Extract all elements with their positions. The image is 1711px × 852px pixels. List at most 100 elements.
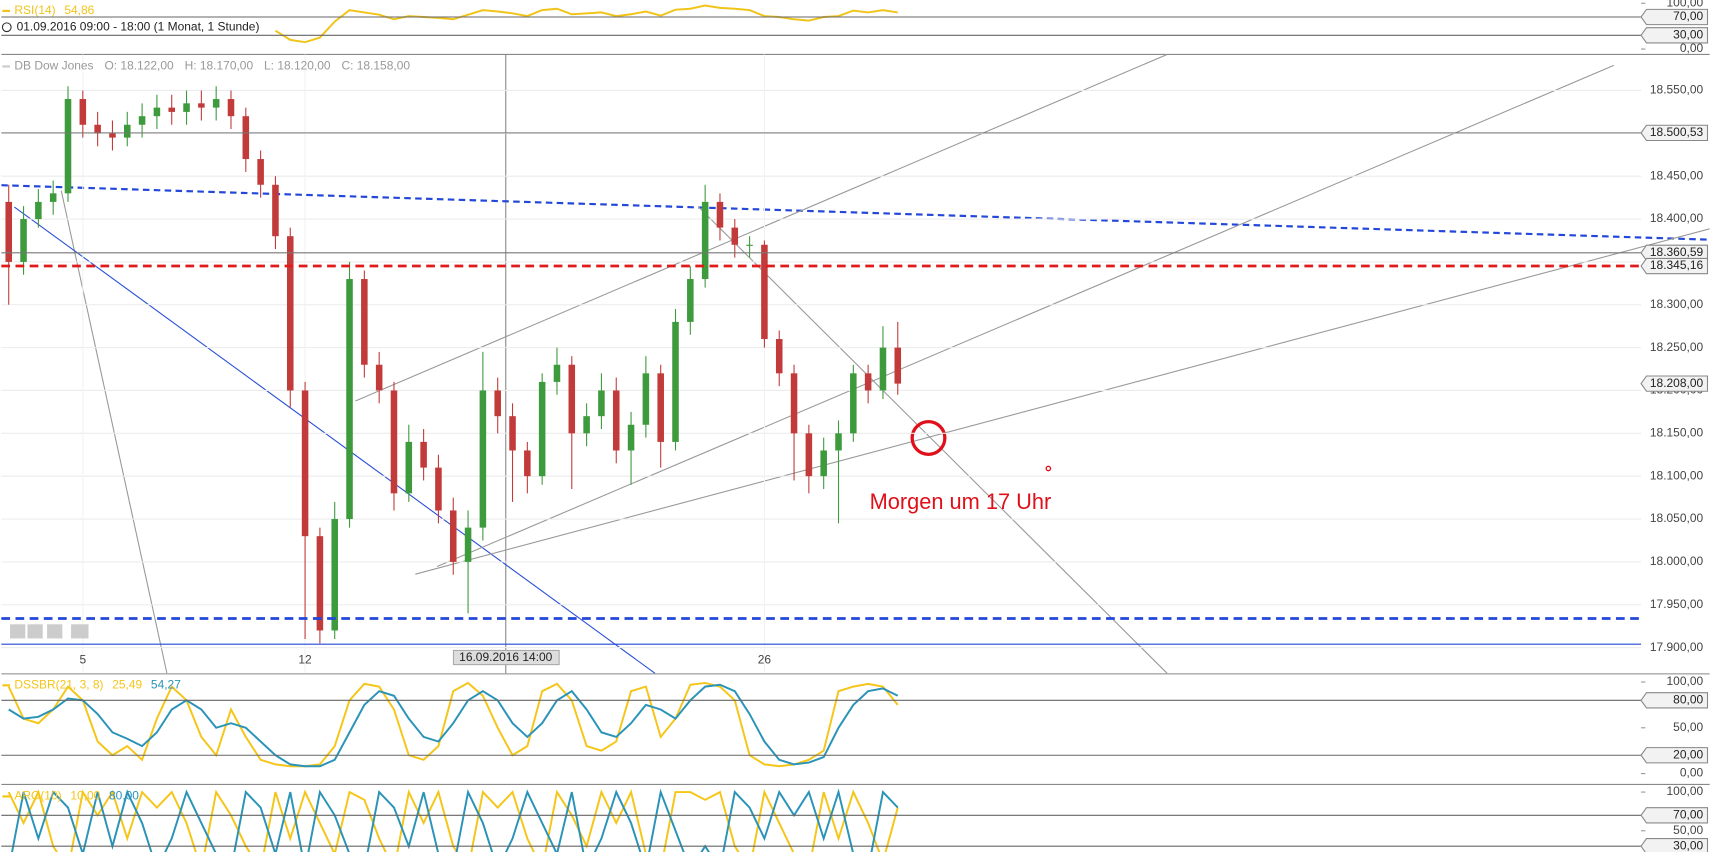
- y-tick-label: 18.100,00: [1650, 468, 1704, 482]
- candle-body: [731, 227, 739, 245]
- candle-body: [479, 390, 487, 528]
- marker-dot: [1045, 465, 1052, 472]
- candle-body: [583, 416, 590, 434]
- candle-body: [198, 103, 205, 108]
- price-box-label: 18.345,16: [1650, 258, 1704, 272]
- price-box: [1640, 257, 1709, 275]
- price-box-label: 70,00: [1673, 9, 1703, 23]
- candle-body: [864, 373, 872, 391]
- price-box: [1640, 692, 1709, 709]
- button[interactable]: [27, 624, 43, 639]
- trend-line: [60, 190, 168, 674]
- legend-ohlc: L: 18.120,00: [264, 59, 331, 73]
- candle-body: [242, 116, 250, 160]
- y-tick-label: 18.050,00: [1650, 511, 1704, 525]
- candle-body: [687, 279, 694, 322]
- y-tick-label: 100,00: [1667, 784, 1704, 798]
- candle-body: [109, 133, 116, 138]
- button[interactable]: [71, 624, 89, 639]
- price-box-label: 18.360,59: [1650, 245, 1704, 259]
- candle-body: [286, 236, 294, 391]
- trend-line: [1, 184, 1710, 241]
- clock-icon: [1, 22, 12, 33]
- y-tick-label: 18.150,00: [1650, 425, 1704, 439]
- candle-body: [420, 441, 427, 468]
- candle-body: [464, 527, 472, 562]
- y-tick-label: 0,00: [1680, 41, 1704, 55]
- candle-body: [405, 441, 413, 494]
- x-tick-label: 12: [298, 652, 312, 666]
- candle-body: [35, 201, 42, 220]
- candle-body: [227, 99, 235, 117]
- candle-body: [331, 519, 338, 631]
- toolbar: [10, 624, 89, 639]
- price-box-label: 30,00: [1673, 838, 1703, 852]
- y-tick-label: 18.550,00: [1650, 83, 1704, 97]
- legend: ARO(10) 10,00 80,00: [14, 789, 139, 803]
- panel: 100,00 0,00 70,00 30,00 RSI(14) 54,86: [1, 0, 1709, 55]
- price-box: [1640, 8, 1709, 26]
- price-box: [1640, 124, 1709, 142]
- y-tick-label: 50,00: [1673, 823, 1703, 837]
- highlight-circle: [910, 420, 947, 456]
- candle-body: [746, 244, 753, 246]
- candle-body: [94, 124, 101, 134]
- y-tick-label: 0,00: [1680, 766, 1704, 780]
- legend-value: 80,00: [109, 789, 139, 803]
- candle-body: [449, 510, 457, 562]
- candle-body: [361, 279, 368, 365]
- candle-body: [805, 433, 813, 477]
- candle-body: [257, 159, 264, 185]
- legend-ohlc: H: 18.170,00: [185, 59, 254, 73]
- date-range: 01.09.2016 09:00 - 18:00 (1 Monat, 1 Stu…: [17, 19, 260, 33]
- y-tick-label: 18.400,00: [1650, 211, 1704, 225]
- candle-body: [375, 364, 383, 391]
- y-tick-label: 18.450,00: [1650, 168, 1704, 182]
- legend: DB Dow Jones O: 18.122,00 H: 18.170,00 L: 1…: [14, 59, 410, 73]
- plot-area: [274, 4, 898, 44]
- candle-body: [494, 390, 501, 417]
- y-tick-label: 50,00: [1673, 720, 1703, 734]
- button[interactable]: [47, 624, 63, 639]
- y-tick-label: 100,00: [1667, 0, 1704, 9]
- panel: 17.900,00 17.950,00 18.000,00 18.050,00 18.1…: [1, 54, 1709, 674]
- legend: RSI(14) 54,86: [14, 3, 94, 17]
- candle-body: [509, 416, 516, 451]
- legend-title: DB Dow Jones: [14, 59, 93, 73]
- candle-body: [49, 193, 57, 202]
- candle-body: [212, 99, 220, 108]
- candle-body: [390, 390, 398, 494]
- legend-title: RSI(14): [14, 3, 55, 17]
- candle-body: [316, 536, 324, 631]
- candle-body: [538, 381, 546, 477]
- candle-body: [835, 433, 842, 451]
- price-box: [1640, 747, 1709, 764]
- plot-area: [1, 54, 1642, 674]
- price-box-label: 20,00: [1673, 747, 1703, 761]
- y-tick-label: 18.000,00: [1650, 554, 1704, 568]
- legend: DSSBR(21, 3, 8) 25,49 54,27: [14, 677, 181, 691]
- legend-title: DSSBR(21, 3, 8): [14, 677, 103, 691]
- trend-line: [355, 54, 1168, 402]
- candle-body: [672, 321, 679, 442]
- crosshair-box: [452, 649, 560, 666]
- price-box: [1640, 807, 1709, 824]
- annotation: Morgen um 17 Uhr: [870, 489, 1052, 514]
- trend-line: [436, 64, 1615, 568]
- price-box-label: 18.208,00: [1650, 376, 1704, 390]
- candle-body: [820, 450, 827, 477]
- y-tick-label: 18.300,00: [1650, 297, 1704, 311]
- price-box: [1640, 27, 1709, 44]
- candle-body: [346, 279, 353, 520]
- button[interactable]: [10, 624, 26, 639]
- candle-body: [716, 201, 724, 228]
- trend-line: [698, 206, 1168, 674]
- drawings: [1, 54, 1710, 674]
- price-box-label: 80,00: [1673, 693, 1703, 707]
- candle-body: [894, 347, 902, 384]
- legend-value: 25,49: [112, 677, 142, 691]
- candle-body: [642, 373, 650, 425]
